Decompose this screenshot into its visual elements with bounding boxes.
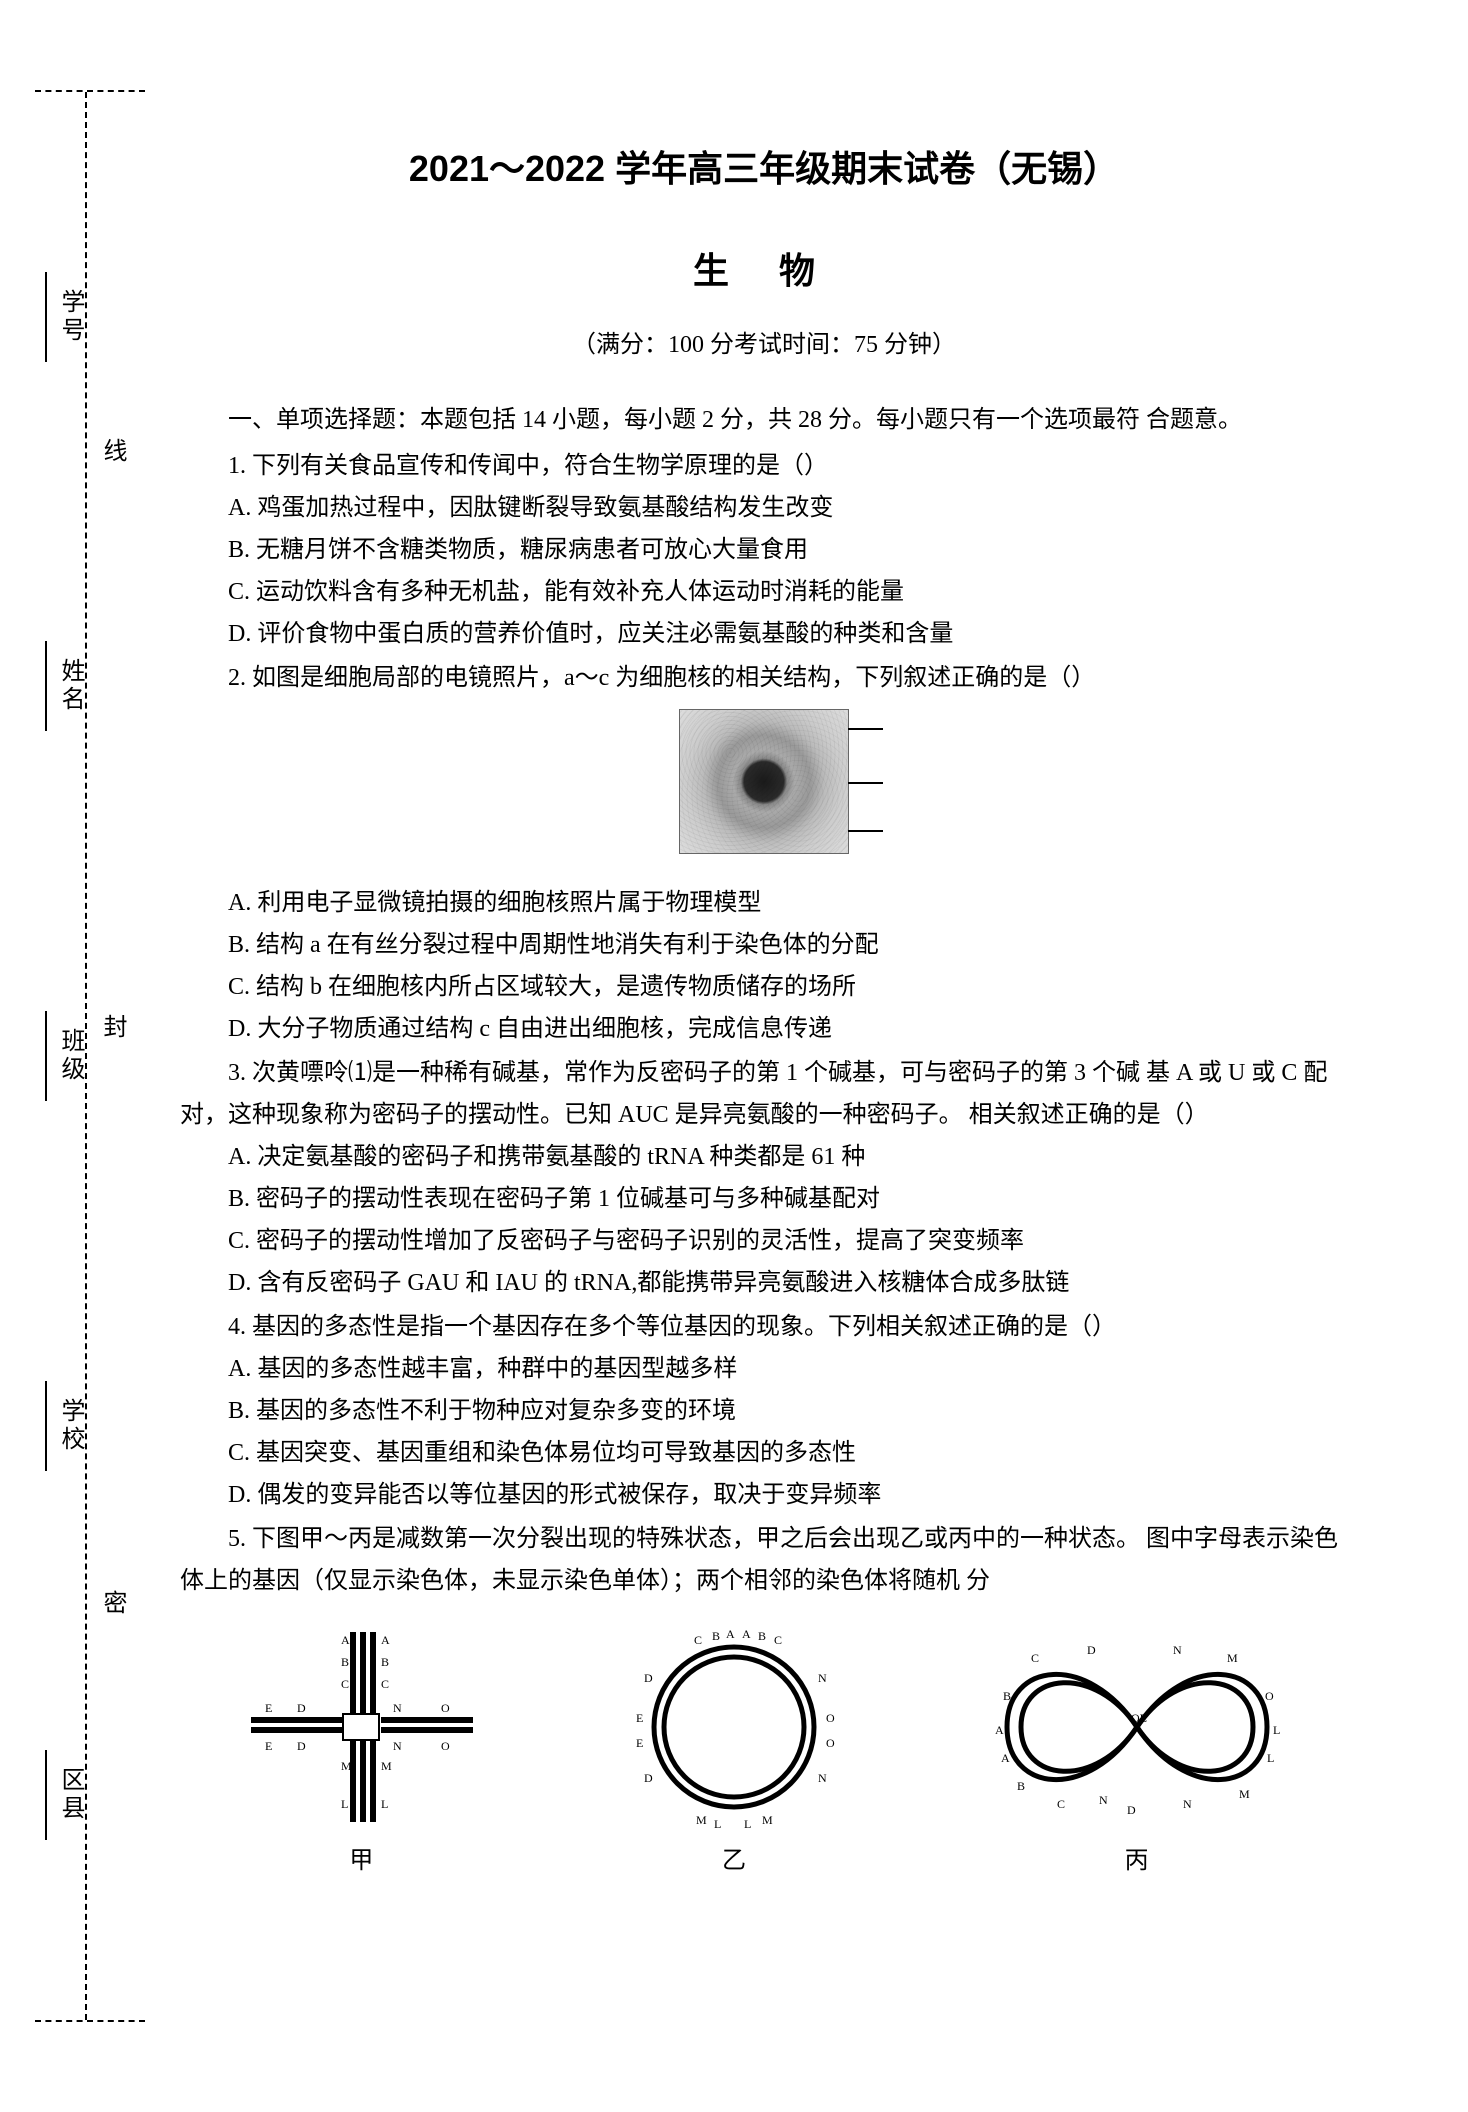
svg-text:E: E <box>265 1701 272 1715</box>
svg-text:E: E <box>265 1739 272 1753</box>
svg-text:O: O <box>1265 1689 1274 1703</box>
svg-text:O: O <box>826 1736 835 1750</box>
svg-text:B: B <box>381 1655 389 1669</box>
svg-text:B: B <box>1017 1779 1025 1793</box>
svg-text:L: L <box>714 1817 721 1831</box>
field-district: 区县 <box>45 1750 88 1840</box>
chromosome-infinity-svg: CD BAA BC OE ND NM OLL MN <box>977 1622 1297 1832</box>
figure-bing: CD BAA BC OE ND NM OLL MN 丙 <box>977 1622 1297 1882</box>
exam-meta: （满分：100 分考试时间：75 分钟） <box>180 324 1348 359</box>
svg-text:B: B <box>1003 1689 1011 1703</box>
svg-text:E: E <box>636 1736 643 1750</box>
svg-text:N: N <box>1183 1797 1192 1811</box>
label-bing: 丙 <box>977 1840 1297 1882</box>
svg-text:C: C <box>1057 1797 1065 1811</box>
svg-text:E: E <box>636 1711 643 1725</box>
section1-title: 一、单项选择题：本题包括 14 小题，每小题 2 分，共 28 分。每小题只有一… <box>180 399 1348 441</box>
question-2: 2. 如图是细胞局部的电镜照片，a〜c 为细胞核的相关结构，下列叙述正确的是（）… <box>180 657 1348 1050</box>
svg-text:A: A <box>381 1633 390 1647</box>
svg-text:N: N <box>1173 1643 1182 1657</box>
exam-subject: 生 物 <box>180 242 1348 294</box>
svg-text:N: N <box>393 1701 402 1715</box>
svg-text:B: B <box>712 1629 720 1643</box>
figure-jia: A A B B C C E D N O E D N O M M L L 甲 <box>231 1622 491 1882</box>
label-yi: 乙 <box>594 1840 874 1882</box>
svg-text:L: L <box>1267 1751 1274 1765</box>
svg-text:B: B <box>758 1629 766 1643</box>
question-1: 1. 下列有关食品宣传和传闻中，符合生物学原理的是（） A. 鸡蛋加热过程中，因… <box>180 445 1348 655</box>
svg-text:A: A <box>1001 1751 1010 1765</box>
svg-text:M: M <box>381 1759 392 1773</box>
svg-text:O: O <box>441 1701 450 1715</box>
field-name: 姓名 <box>45 641 88 731</box>
svg-text:D: D <box>1127 1803 1136 1817</box>
seal-mi: 密 <box>95 1590 130 1674</box>
seal-column: 密 封 线 <box>95 192 130 1920</box>
svg-text:OE: OE <box>1131 1711 1147 1725</box>
question-3: 3. 次黄嘌呤⑴是一种稀有碱基，常作为反密码子的第 1 个碱基，可与密码子的第 … <box>180 1052 1348 1304</box>
svg-text:C: C <box>381 1677 389 1691</box>
exam-title: 2021〜2022 学年高三年级期末试卷（无锡） <box>180 140 1348 192</box>
field-class: 班级 <box>45 1011 88 1101</box>
label-jia: 甲 <box>231 1840 491 1882</box>
svg-text:N: N <box>818 1671 827 1685</box>
field-school: 学校 <box>45 1381 88 1471</box>
svg-text:C: C <box>774 1633 782 1647</box>
svg-text:O: O <box>826 1711 835 1725</box>
svg-text:C: C <box>1031 1651 1039 1665</box>
svg-text:A: A <box>742 1627 751 1641</box>
svg-text:D: D <box>297 1739 306 1753</box>
svg-text:D: D <box>297 1701 306 1715</box>
svg-text:A: A <box>726 1627 735 1641</box>
svg-text:A: A <box>995 1723 1004 1737</box>
question-5: 5. 下图甲〜丙是减数第一次分裂出现的特殊状态，甲之后会出现乙或丙中的一种状态。… <box>180 1518 1348 1882</box>
svg-text:O: O <box>441 1739 450 1753</box>
binding-sidebar: 区县 学校 班级 姓名 学号 密 封 线 <box>35 90 145 2022</box>
svg-text:N: N <box>393 1739 402 1753</box>
svg-text:D: D <box>1087 1643 1096 1657</box>
svg-text:N: N <box>1099 1793 1108 1807</box>
svg-text:D: D <box>644 1671 653 1685</box>
seal-xian: 线 <box>95 438 130 522</box>
cell-nucleus-image <box>679 709 849 854</box>
question-4: 4. 基因的多态性是指一个基因存在多个等位基因的现象。下列相关叙述正确的是（） … <box>180 1306 1348 1516</box>
svg-text:B: B <box>341 1655 349 1669</box>
seal-feng: 封 <box>95 1014 130 1098</box>
figure-yi: CBAABC DN EO EO DN MLLM 乙 <box>594 1622 874 1882</box>
student-info-column: 区县 学校 班级 姓名 学号 <box>45 132 88 1980</box>
exam-page: 区县 学校 班级 姓名 学号 密 封 线 2021〜2022 学年高三年级期末试… <box>0 0 1468 2112</box>
svg-text:M: M <box>696 1813 707 1827</box>
field-id: 学号 <box>45 272 88 362</box>
svg-text:L: L <box>381 1797 388 1811</box>
svg-text:A: A <box>341 1633 350 1647</box>
svg-text:M: M <box>341 1759 352 1773</box>
chromosome-cross-svg: A A B B C C E D N O E D N O M M L L <box>231 1622 491 1832</box>
content-body: 一、单项选择题：本题包括 14 小题，每小题 2 分，共 28 分。每小题只有一… <box>180 399 1348 1882</box>
q5-figures-row: AA BB CC EDNO EDNO MM LL 甲 <box>180 1622 1348 1882</box>
svg-text:M: M <box>1227 1651 1238 1665</box>
chromosome-ring-svg: CBAABC DN EO EO DN MLLM <box>594 1622 874 1832</box>
svg-text:L: L <box>341 1797 348 1811</box>
svg-text:L: L <box>1273 1723 1280 1737</box>
svg-text:N: N <box>818 1771 827 1785</box>
svg-text:L: L <box>744 1817 751 1831</box>
figure-q2 <box>180 709 1348 868</box>
svg-text:M: M <box>762 1813 773 1827</box>
svg-text:D: D <box>644 1771 653 1785</box>
svg-text:C: C <box>694 1633 702 1647</box>
svg-text:M: M <box>1239 1787 1250 1801</box>
svg-text:C: C <box>341 1677 349 1691</box>
